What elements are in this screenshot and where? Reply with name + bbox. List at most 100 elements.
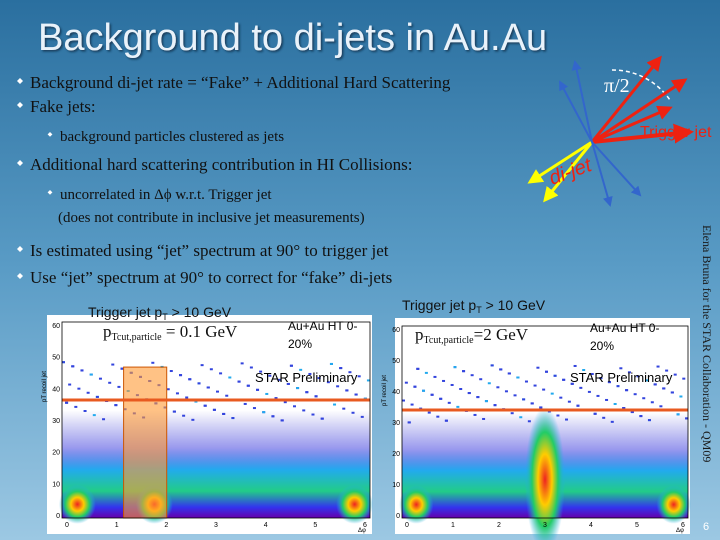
heatmap-cell bbox=[484, 400, 488, 403]
heatmap-cell bbox=[252, 407, 256, 410]
y-tick-label: 60 bbox=[392, 327, 400, 334]
heatmap-cell bbox=[579, 386, 583, 389]
heatmap-cell bbox=[188, 378, 192, 381]
heatmap-cell bbox=[83, 410, 87, 413]
y-tick-label: 0 bbox=[56, 513, 60, 520]
heatmap-cell bbox=[219, 372, 223, 375]
heatmap-cell bbox=[619, 367, 623, 370]
y-tick-label: 50 bbox=[52, 355, 60, 362]
y-tick-label: 10 bbox=[392, 482, 400, 489]
heatmap-cell bbox=[625, 389, 629, 392]
heatmap-cell bbox=[246, 384, 250, 387]
heatmap-cell bbox=[222, 412, 226, 415]
heatmap-cell bbox=[573, 364, 577, 367]
trigger-cut-label: Trigger jet pT > 10 GeV bbox=[88, 304, 232, 322]
bullet-icon bbox=[17, 273, 23, 279]
heatmap-cell bbox=[670, 391, 674, 394]
heatmap-cell bbox=[404, 381, 408, 384]
text-part: Trigger jet p bbox=[402, 297, 476, 313]
heatmap-peak bbox=[336, 484, 374, 524]
heatmap-cell bbox=[268, 374, 272, 377]
heatmap-cell bbox=[231, 417, 235, 420]
x-tick-label: 1 bbox=[115, 522, 119, 529]
heatmap-cell bbox=[527, 420, 531, 423]
heatmap-cell bbox=[108, 381, 112, 384]
y-tick-label: 30 bbox=[392, 420, 400, 427]
heatmap-cell bbox=[599, 377, 603, 380]
heatmap-cell bbox=[86, 391, 90, 394]
heatmap-cell bbox=[510, 412, 514, 415]
bullet-icon bbox=[47, 190, 53, 195]
heatmap-cell bbox=[169, 370, 173, 373]
x-tick-label: 4 bbox=[264, 522, 268, 529]
heatmap-cell bbox=[102, 418, 106, 421]
heatmap-cell bbox=[74, 405, 78, 408]
collision-label: Au+Au HT 0- bbox=[590, 321, 659, 335]
heatmap-cell bbox=[410, 403, 414, 406]
x-tick-label: 5 bbox=[313, 522, 317, 529]
heatmap-cell bbox=[354, 393, 358, 396]
heatmap-cell bbox=[206, 386, 210, 389]
heatmap-cell bbox=[274, 397, 278, 400]
heatmap-cell bbox=[111, 363, 115, 366]
heatmap-cell bbox=[179, 374, 183, 377]
heatmap-cell bbox=[413, 385, 417, 388]
heatmap-cell bbox=[71, 365, 75, 368]
heatmap-cell bbox=[607, 381, 611, 384]
heatmap-band bbox=[62, 410, 370, 518]
heatmap-cell bbox=[582, 369, 586, 372]
x-tick-label: 6 bbox=[681, 522, 685, 529]
heatmap-peak bbox=[524, 406, 566, 540]
heatmap-cell bbox=[212, 408, 216, 411]
heatmap-cell bbox=[293, 405, 296, 408]
y-tick-label: 20 bbox=[52, 450, 60, 457]
title: Background to di-jets in Au.Au bbox=[38, 17, 547, 59]
y-tick-label: 30 bbox=[52, 418, 60, 425]
heatmap-peak bbox=[399, 485, 434, 524]
heatmap-cell bbox=[200, 364, 204, 367]
bullet-text: Fake jets: bbox=[30, 97, 96, 116]
heatmap-cell bbox=[453, 366, 457, 369]
heatmap-cell bbox=[633, 393, 637, 396]
x-axis-label: Δφ bbox=[358, 528, 366, 534]
heatmap-cell bbox=[360, 415, 364, 418]
heatmap-cell bbox=[462, 370, 466, 373]
heatmap-cell bbox=[613, 402, 617, 405]
heatmap-cell bbox=[682, 377, 686, 380]
note-text: (does not contribute in inclusive jet me… bbox=[58, 210, 365, 226]
heatmap-cell bbox=[479, 378, 483, 381]
heatmap-cell bbox=[92, 414, 96, 417]
heatmap-cell bbox=[590, 373, 594, 376]
bullet-icon bbox=[47, 132, 53, 137]
heatmap-cell bbox=[673, 373, 677, 376]
heatmap-cell bbox=[444, 419, 448, 422]
heatmap-cell bbox=[430, 393, 434, 396]
heatmap-cell bbox=[610, 420, 614, 423]
heatmap-cell bbox=[676, 413, 680, 416]
heatmap-cell bbox=[345, 389, 349, 392]
heatmap-cell bbox=[524, 380, 528, 383]
heatmap-cell bbox=[228, 376, 232, 379]
heatmap-cell bbox=[286, 382, 290, 385]
heatmap-cell bbox=[407, 421, 411, 424]
heatmap-cell bbox=[630, 411, 634, 414]
heatmap-peak bbox=[58, 484, 96, 524]
x-tick-label: 5 bbox=[635, 522, 639, 529]
text-part: > 10 GeV bbox=[168, 304, 232, 320]
x-tick-label: 6 bbox=[363, 522, 367, 529]
y-tick-label: 50 bbox=[392, 358, 400, 365]
heatmap-cell bbox=[545, 370, 548, 373]
heatmap-cell bbox=[567, 400, 571, 403]
heatmap-cell bbox=[476, 396, 480, 399]
x-tick-label: 3 bbox=[214, 522, 218, 529]
text-subscript: Tcut,particle bbox=[112, 332, 163, 343]
heatmap-cell bbox=[351, 411, 355, 414]
heatmap-cell bbox=[665, 369, 669, 372]
text-part: =2 GeV bbox=[474, 325, 529, 344]
sub-bullet-text: uncorrelated in Δϕ w.r.t. Trigger jet bbox=[60, 187, 272, 203]
heatmap-cell bbox=[605, 398, 609, 401]
heatmap-cell bbox=[627, 371, 631, 374]
heatmap-cell bbox=[602, 416, 606, 419]
heatmap-cell bbox=[259, 370, 263, 373]
